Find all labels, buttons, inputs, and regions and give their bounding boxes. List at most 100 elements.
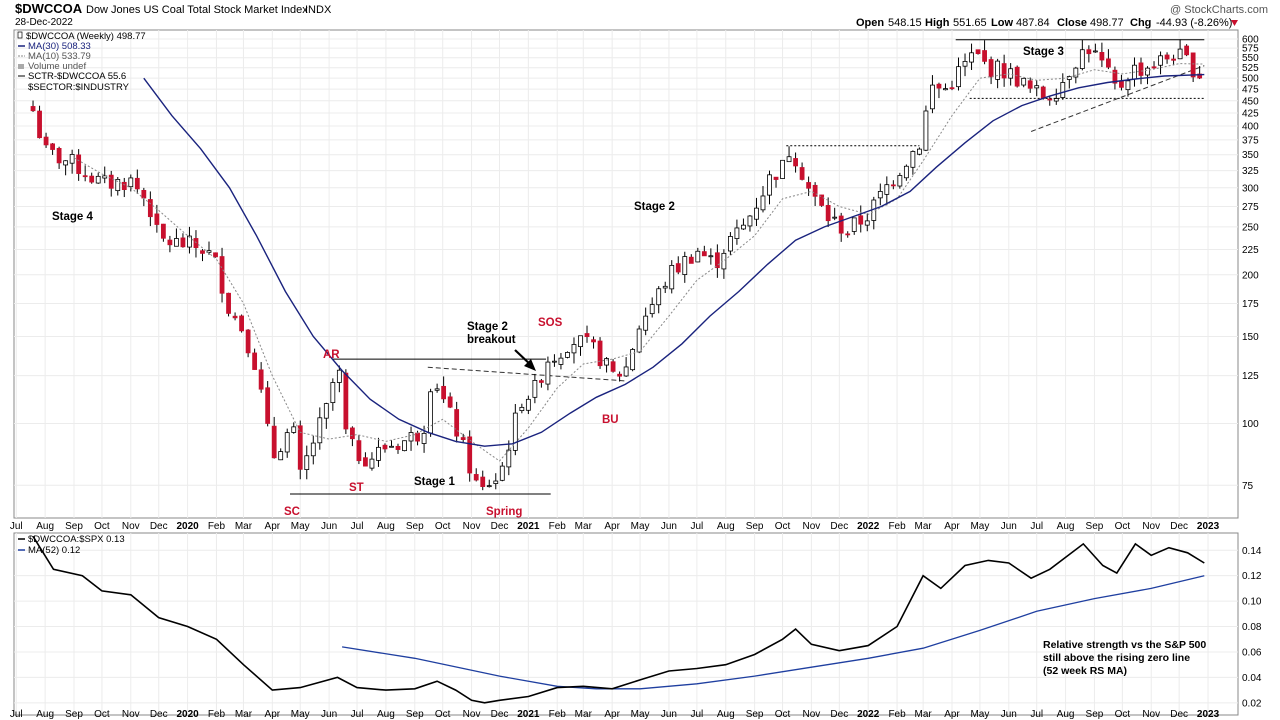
- x-tick-label: 2021: [517, 709, 540, 720]
- candle-body: [949, 87, 955, 90]
- x-tick-label: Sep: [65, 521, 83, 532]
- candle-body: [200, 250, 205, 254]
- x-tick-label: Sep: [746, 521, 764, 532]
- ar-label: AR: [323, 349, 340, 361]
- candle-body: [610, 361, 616, 372]
- candle-body: [467, 436, 473, 474]
- price-y-tick: 400: [1242, 122, 1259, 133]
- price-y-tick: 100: [1242, 419, 1259, 430]
- price-y-axis: 75 100 125 150 175 200 225 250 275 300 325 350 375 40…: [1242, 35, 1259, 492]
- candle-body: [819, 194, 825, 206]
- candle-body: [1092, 50, 1098, 53]
- breakout-label-1: Stage 2: [467, 321, 508, 333]
- rs-lines: [32, 535, 1205, 704]
- candle-body: [1047, 98, 1053, 101]
- candle-body: [975, 49, 981, 54]
- legend-volume: Volume undef: [28, 61, 86, 72]
- candle-body: [623, 366, 629, 377]
- x-tick-label: Feb: [888, 709, 906, 720]
- candle-body: [121, 181, 127, 191]
- x-tick-label: Apr: [944, 521, 960, 532]
- price-panel: [13, 29, 1239, 519]
- x-tick-label: May: [970, 709, 989, 720]
- candle-body: [63, 160, 69, 166]
- price-y-tick: 200: [1242, 270, 1259, 281]
- price-y-tick: 375: [1242, 135, 1259, 146]
- candle-body: [473, 474, 479, 481]
- candle-body: [630, 349, 636, 371]
- x-tick-label: Apr: [265, 709, 281, 720]
- chart-date: 28-Dec-2022: [15, 17, 73, 28]
- candle-body: [923, 110, 929, 151]
- rs-y-tick: 0.14: [1242, 546, 1262, 557]
- x-tick-label: Nov: [803, 521, 821, 532]
- legend-rs: $DWCCOA:$SPX 0.13: [28, 534, 125, 545]
- wyckoff-annotations: AR SC ST Spring SOS BU: [284, 317, 619, 518]
- price-levels: [290, 39, 1205, 495]
- candle-body: [147, 199, 153, 218]
- price-y-tick: 550: [1242, 53, 1259, 64]
- candle-body: [643, 315, 649, 331]
- price-x-axis: Jul Aug Sep Oct Nov Dec 2020 Feb Mar Apr May Jun Jul…: [10, 521, 1220, 532]
- candle-body: [95, 175, 101, 184]
- x-tick-label: 2020: [176, 521, 199, 532]
- x-tick-label: Apr: [604, 521, 620, 532]
- candle-body: [701, 251, 707, 257]
- open-label: Open: [856, 17, 884, 29]
- stage2-label: Stage 2: [634, 201, 675, 213]
- x-tick-label: May: [970, 521, 989, 532]
- candle-body: [838, 215, 844, 234]
- candle-body: [402, 440, 407, 452]
- x-tick-label: Jun: [1001, 709, 1017, 720]
- price-legend: $DWCCOA (Weekly) 498.77 MA(30) 508.33 MA…: [17, 31, 146, 93]
- candle-body: [519, 406, 525, 412]
- close-label: Close: [1057, 17, 1087, 29]
- candle-body: [845, 233, 851, 236]
- candle-body: [102, 175, 108, 179]
- candle-body: [1021, 77, 1027, 86]
- candle-body: [903, 165, 909, 179]
- stage-annotations: Stage 4 Stage 1 Stage 2 Stage 3 Stage 2 …: [52, 46, 1064, 488]
- x-tick-label: Feb: [549, 521, 567, 532]
- x-tick-label: Feb: [888, 521, 906, 532]
- price-y-tick: 150: [1242, 332, 1259, 343]
- candle-body: [636, 328, 642, 353]
- rs-note-line2: still above the rising zero line: [1043, 652, 1190, 664]
- rs-y-tick: 0.06: [1242, 647, 1262, 658]
- x-tick-label: Nov: [122, 709, 140, 720]
- price-y-tick: 500: [1242, 74, 1259, 85]
- candle-body: [1040, 86, 1046, 99]
- high-label: High: [925, 17, 950, 29]
- rs-legend: $DWCCOA:$SPX 0.13 MA(52) 0.12: [18, 534, 125, 556]
- x-tick-label: Jul: [10, 521, 23, 532]
- candle-body: [741, 224, 746, 230]
- x-tick-label: Jul: [351, 521, 364, 532]
- candle-body: [877, 191, 883, 199]
- x-tick-label: Jun: [661, 709, 677, 720]
- price-y-tick: 250: [1242, 222, 1259, 233]
- down-arrow-icon: [1231, 20, 1238, 26]
- candle-body: [180, 237, 186, 248]
- x-tick-label: Jul: [1030, 709, 1043, 720]
- candle-body: [252, 352, 258, 370]
- watermark: @ StockCharts.com: [1170, 4, 1268, 16]
- candle-body: [376, 446, 381, 461]
- x-tick-label: Aug: [1057, 521, 1075, 532]
- candle-body: [708, 255, 714, 258]
- x-tick-label: May: [291, 521, 310, 532]
- x-tick-label: Mar: [575, 521, 593, 532]
- price-y-tick: 225: [1242, 245, 1259, 256]
- candle-body: [454, 409, 460, 437]
- stage1-label: Stage 1: [414, 476, 456, 488]
- x-tick-label: Dec: [830, 709, 848, 720]
- candle-body: [336, 369, 342, 383]
- rs-y-tick: 0.02: [1242, 698, 1262, 709]
- price-y-tick: 75: [1242, 481, 1254, 492]
- x-tick-label: Feb: [208, 709, 226, 720]
- rs-y-tick: 0.12: [1242, 571, 1262, 582]
- candle-body: [525, 398, 531, 411]
- candle-body: [115, 178, 121, 192]
- candle-body: [910, 151, 916, 168]
- x-tick-label: Aug: [36, 521, 54, 532]
- trend-line: [427, 366, 626, 382]
